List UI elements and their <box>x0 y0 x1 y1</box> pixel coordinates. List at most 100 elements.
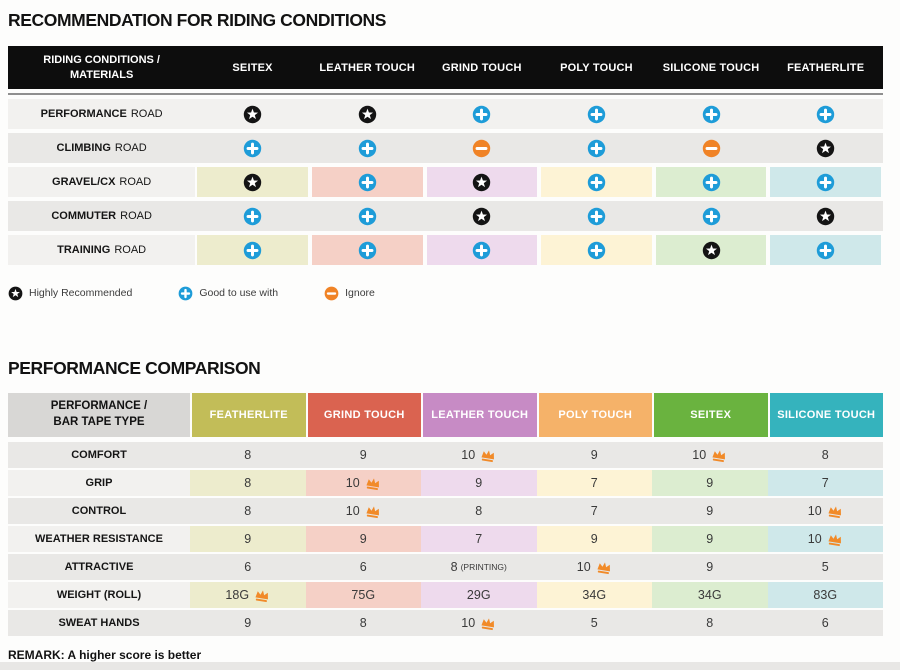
performance-row-label: COMFORT <box>71 449 127 461</box>
score-cell: 9 <box>536 526 652 552</box>
crown-icon <box>712 449 726 462</box>
score-value: 5 <box>821 560 829 574</box>
recommendation-cell <box>539 133 654 163</box>
score-cell: 5 <box>768 554 884 580</box>
score-value: 9 <box>706 504 714 518</box>
riding-col-header: POLY TOUCH <box>560 61 633 74</box>
recommendation-cell <box>195 133 310 163</box>
score-cell: 9 <box>652 554 768 580</box>
recommendation-cell <box>768 235 883 265</box>
riding-row-label: TRAINING ROAD <box>57 244 147 256</box>
score-value: 9 <box>244 532 252 546</box>
recommendation-cell <box>424 167 540 197</box>
star-icon <box>243 173 262 191</box>
performance-col-header: SILICONE TOUCH <box>767 393 883 437</box>
score-cell: 9 <box>190 526 306 552</box>
score-cell: 10 <box>652 442 768 468</box>
riding-row-label: COMMUTER ROAD <box>51 210 152 222</box>
score-value: 9 <box>359 448 367 462</box>
recommendation-cell <box>539 201 654 231</box>
crown-icon <box>828 505 841 518</box>
score-cell: 83G <box>767 582 883 608</box>
score-cell: 9 <box>652 470 768 496</box>
recommendation-cell <box>310 201 425 231</box>
riding-row-label: GRAVEL/CX ROAD <box>52 176 152 188</box>
riding-col-header: SEITEX <box>232 61 273 74</box>
plus-icon <box>587 105 606 123</box>
plus-icon <box>816 173 835 191</box>
performance-row-label: CONTROL <box>71 505 127 517</box>
score-value: 29G <box>466 588 491 602</box>
score-value: 9 <box>590 532 598 546</box>
score-value: 10 <box>345 504 360 518</box>
performance-table-row: WEIGHT (ROLL) 18G 75G 29G 34G 34G 83G <box>8 582 883 608</box>
score-value: 7 <box>475 532 483 546</box>
riding-col-header: GRIND TOUCH <box>442 61 522 74</box>
star-icon <box>816 207 835 225</box>
recommendation-cell <box>425 201 540 231</box>
recommendation-cell <box>539 235 654 265</box>
performance-table-row: SWEAT HANDS 9 8 10 5 8 6 <box>8 610 883 636</box>
legend: Highly Recommended Good to use with Ignore <box>8 285 883 301</box>
plus-icon <box>243 139 262 157</box>
plus-icon <box>473 105 491 123</box>
performance-table-header: PERFORMANCE / BAR TAPE TYPE FEATHERLITE GRI… <box>8 393 883 437</box>
score-cell: 10 <box>421 442 537 468</box>
performance-table-row: COMFORT 8 9 10 9 10 8 <box>8 442 883 468</box>
plus-icon <box>587 241 606 259</box>
plus-icon <box>702 207 720 225</box>
crown-icon <box>481 449 495 462</box>
performance-table-row: ATTRACTIVE 6 6 8 (PRINTING) 10 9 5 <box>8 554 883 580</box>
minus-icon <box>702 139 720 157</box>
recommendation-cell <box>654 201 769 231</box>
riding-col-header: LEATHER TOUCH <box>319 61 416 74</box>
star-icon <box>358 105 376 123</box>
score-value: 7 <box>590 504 598 518</box>
star-icon <box>473 207 491 225</box>
performance-table-row: CONTROL 8 10 8 7 9 10 <box>8 498 883 524</box>
score-value: 9 <box>706 476 714 490</box>
performance-table-row: GRIP 8 10 9 7 9 7 <box>8 470 883 496</box>
score-cell: 7 <box>421 526 537 552</box>
plus-icon <box>587 173 606 191</box>
legend-label: Ignore <box>345 287 375 299</box>
performance-col-header: GRIND TOUCH <box>305 393 421 437</box>
recommendation-cell <box>654 133 769 163</box>
score-cell: 9 <box>652 526 768 552</box>
score-cell: 9 <box>421 470 537 496</box>
score-value: 7 <box>821 476 829 490</box>
recommendation-cell <box>195 99 310 129</box>
score-cell: 34G <box>652 582 768 608</box>
score-cell: 8 <box>306 610 422 636</box>
plus-icon <box>587 139 606 157</box>
recommendation-cell <box>425 99 540 129</box>
score-value: 7 <box>590 476 598 490</box>
score-cell: 8 <box>190 470 306 496</box>
performance-col-header: LEATHER TOUCH <box>421 393 537 437</box>
score-cell: 10 <box>537 554 653 580</box>
riding-corner-header: RIDING CONDITIONS / MATERIALS <box>43 53 160 81</box>
performance-row-label: GRIP <box>85 477 113 489</box>
star-icon <box>8 286 23 300</box>
score-value: 5 <box>590 616 598 630</box>
star-icon <box>243 105 262 123</box>
recommendation-cell <box>768 133 883 163</box>
score-value: 10 <box>807 532 822 546</box>
score-cell: 9 <box>306 442 422 468</box>
score-cell: 7 <box>536 470 652 496</box>
crown-icon <box>366 505 379 518</box>
plus-icon <box>358 173 376 191</box>
performance-col-header: POLY TOUCH <box>536 393 652 437</box>
recommendation-cell <box>195 167 310 197</box>
performance-corner-header: PERFORMANCE / BAR TAPE TYPE <box>8 393 190 437</box>
riding-conditions-table: RIDING CONDITIONS / MATERIALS SEITEX LEATHE… <box>8 46 883 265</box>
score-cell: 7 <box>767 470 883 496</box>
plus-icon <box>243 207 262 225</box>
score-value: 83G <box>813 588 838 602</box>
recommendation-cell <box>309 235 425 265</box>
plus-icon <box>178 286 193 300</box>
riding-table-row: PERFORMANCE ROAD <box>8 99 883 129</box>
score-cell: 8 <box>421 498 537 524</box>
minus-icon <box>473 139 491 157</box>
